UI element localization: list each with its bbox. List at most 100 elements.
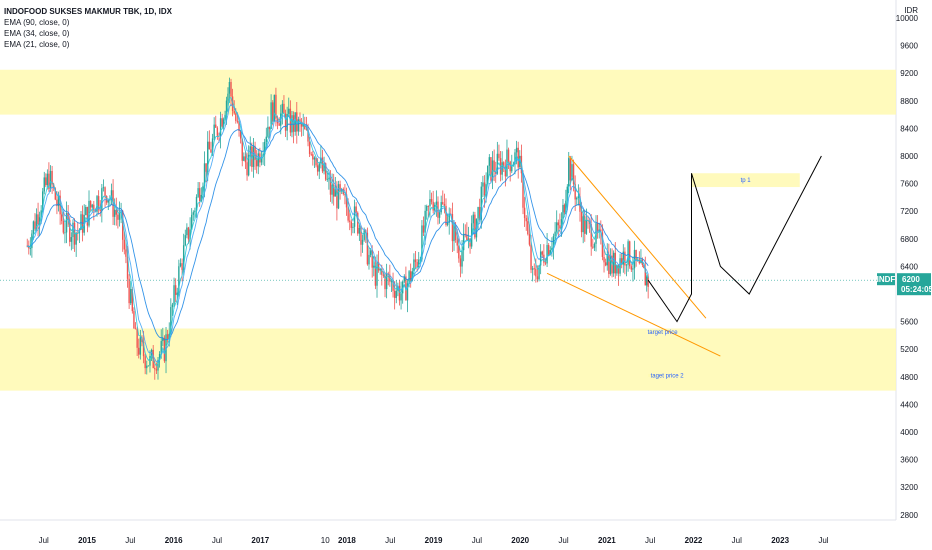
candle-body xyxy=(126,256,129,279)
candle-body xyxy=(533,268,535,270)
candle-body xyxy=(496,153,499,174)
candle-body xyxy=(495,171,497,174)
candle xyxy=(345,187,348,216)
indicator-ema-21[interactable]: EMA (21, close, 0) xyxy=(4,40,70,49)
candle-body xyxy=(531,268,534,270)
candle xyxy=(186,223,188,239)
candle xyxy=(432,190,434,214)
candle-body xyxy=(252,146,255,167)
candle xyxy=(406,279,409,313)
candle xyxy=(480,182,482,229)
candle xyxy=(174,278,177,302)
candle-body xyxy=(557,222,560,226)
candle-body xyxy=(170,307,172,334)
candle xyxy=(187,226,190,244)
candle-body xyxy=(530,244,532,270)
candle xyxy=(176,287,178,306)
candle xyxy=(230,78,232,107)
candle xyxy=(178,259,180,300)
indicator-ema-34[interactable]: EMA (34, close, 0) xyxy=(4,29,70,38)
candle-body xyxy=(644,267,646,286)
candle-body xyxy=(275,94,277,119)
candle xyxy=(616,264,618,276)
candle-body xyxy=(395,290,397,298)
candle-body xyxy=(361,239,364,245)
candle-body xyxy=(210,149,212,153)
candle-body xyxy=(72,222,74,238)
candle-body xyxy=(373,265,375,268)
candle-body xyxy=(421,225,423,260)
candle-body xyxy=(336,189,338,209)
candle-body xyxy=(614,252,616,274)
price-tick-label: 6400 xyxy=(900,262,918,271)
candle xyxy=(65,201,68,244)
candle-body xyxy=(453,224,455,242)
time-tick-label: 2021 xyxy=(598,536,616,545)
candle-body xyxy=(590,224,592,247)
candle-body xyxy=(483,182,486,196)
candle-body xyxy=(194,210,196,213)
candle-body xyxy=(414,259,417,263)
candle-body xyxy=(69,220,71,242)
candle-body xyxy=(478,207,481,220)
candle xyxy=(136,326,138,356)
candle-body xyxy=(75,232,77,245)
candle xyxy=(190,208,193,231)
candle xyxy=(612,250,615,277)
candle xyxy=(374,256,377,290)
candle xyxy=(368,246,370,270)
candle xyxy=(257,149,259,175)
candle xyxy=(171,302,174,316)
candle xyxy=(241,138,243,167)
candle-body xyxy=(182,245,185,270)
candle-body xyxy=(593,243,596,248)
candle-body xyxy=(190,214,193,230)
candle xyxy=(88,190,90,228)
candle-body xyxy=(579,196,581,212)
zones-layer xyxy=(0,69,896,391)
candle-body xyxy=(265,136,268,142)
candle xyxy=(531,265,534,282)
candle-body xyxy=(299,119,301,122)
indicator-ema-90[interactable]: EMA (90, close, 0) xyxy=(4,18,70,27)
candle xyxy=(173,277,175,309)
candle-body xyxy=(565,200,567,213)
candle-body xyxy=(96,196,98,212)
candle xyxy=(543,244,545,267)
candle xyxy=(577,184,580,206)
candle-body xyxy=(408,271,410,284)
candle-body xyxy=(515,147,518,153)
candle xyxy=(604,258,607,267)
price-tick-label: 7200 xyxy=(900,207,918,216)
candle xyxy=(239,130,242,144)
candle xyxy=(202,182,204,201)
candle xyxy=(182,233,185,276)
candle-body xyxy=(538,265,540,280)
candle-body xyxy=(596,223,599,232)
candle-body xyxy=(606,254,608,266)
candle-body xyxy=(485,184,487,196)
candle xyxy=(34,213,36,231)
candle xyxy=(281,100,284,125)
candle xyxy=(498,144,500,161)
candle-body xyxy=(236,120,239,122)
candle xyxy=(426,204,428,220)
candle-body xyxy=(616,265,618,274)
symbol-title[interactable]: INDOFOOD SUKSES MAKMUR TBK, 1D, IDX xyxy=(4,7,173,16)
candle xyxy=(464,224,466,238)
candle xyxy=(93,200,95,221)
candle-body xyxy=(272,102,274,122)
candle xyxy=(89,200,92,212)
candle-body xyxy=(329,178,332,195)
candle-body xyxy=(247,154,250,176)
candle xyxy=(490,156,492,183)
candle xyxy=(252,137,255,178)
candle-body xyxy=(160,341,162,355)
time-tick-label: Jul xyxy=(39,536,49,545)
candle xyxy=(181,258,183,282)
candle-body xyxy=(104,187,106,197)
candle-body xyxy=(200,194,203,202)
candle-body xyxy=(163,337,166,362)
